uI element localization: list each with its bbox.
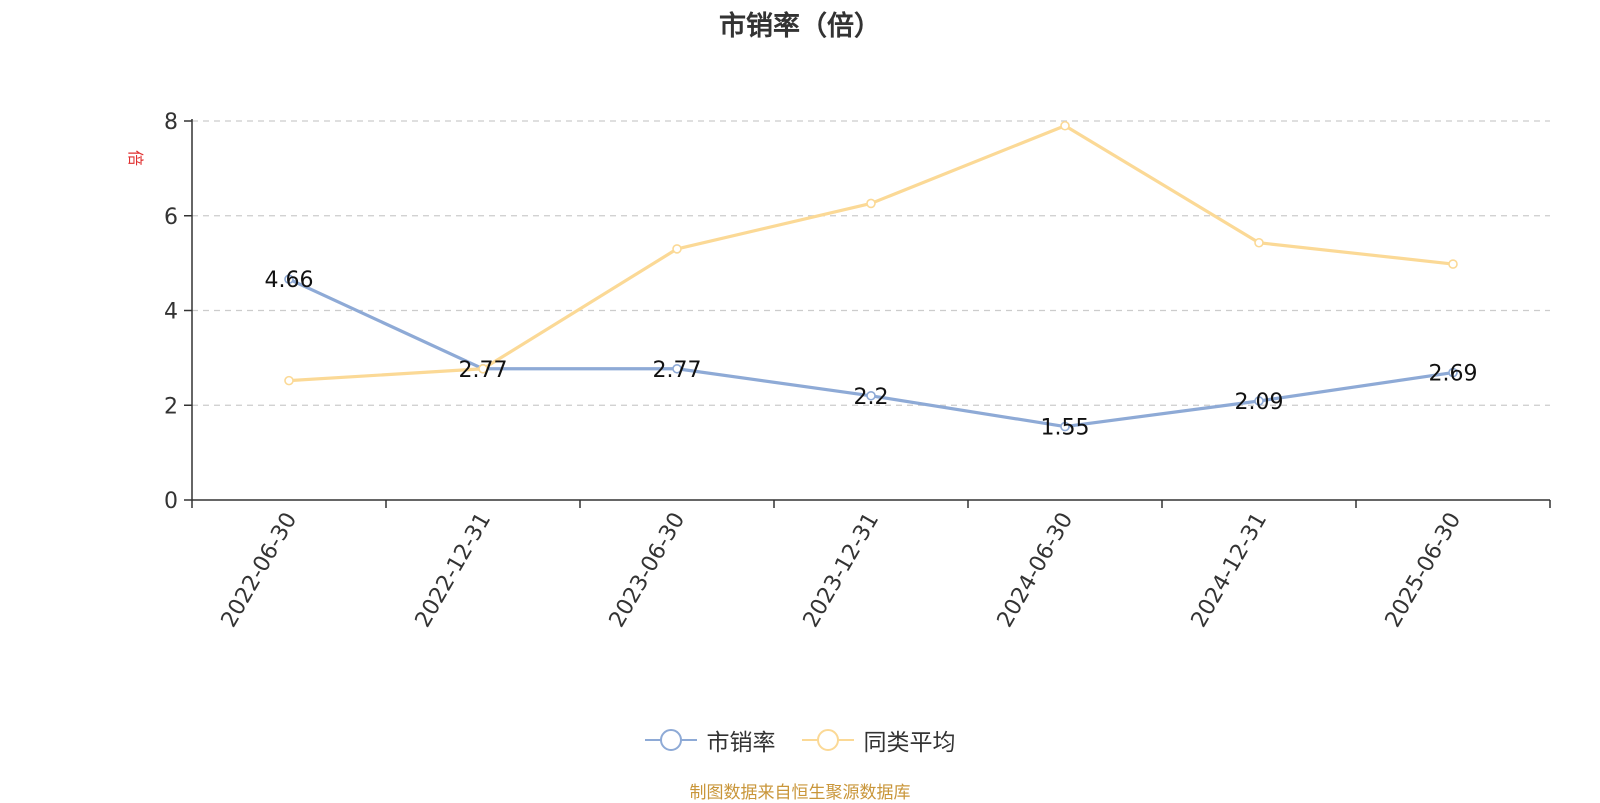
data-source-note: 制图数据来自恒生聚源数据库 <box>689 783 911 803</box>
data-point <box>1254 396 1264 406</box>
data-label: 2.09 <box>1235 390 1284 415</box>
y-tick-label: 8 <box>164 110 178 135</box>
legend-item-pe[interactable]: 市销率 <box>644 723 776 757</box>
data-label: 4.66 <box>265 268 314 293</box>
data-point <box>866 390 876 401</box>
data-labels: 4.66 2.77 2.77 2.2 1.55 2.09 2.69 <box>265 268 1478 440</box>
data-point <box>672 244 682 254</box>
data-point <box>284 274 294 285</box>
data-label: 2.77 <box>459 358 508 383</box>
data-point <box>866 198 876 209</box>
legend-label: 市销率 <box>706 730 776 756</box>
x-tick-label: 2022-12-31 <box>411 509 497 632</box>
grid-lines <box>192 120 1550 406</box>
y-tick-label: 6 <box>164 205 178 230</box>
x-tick-label: 2024-12-31 <box>1187 509 1273 632</box>
legend: 市销率 同类平均 <box>0 723 1600 757</box>
data-label: 2.77 <box>653 358 702 383</box>
y-axis-label: 倍 <box>126 150 145 166</box>
data-point <box>284 375 294 386</box>
y-tick-label: 2 <box>164 394 178 419</box>
data-point <box>1448 259 1458 269</box>
y-tick-label: 0 <box>164 489 178 514</box>
data-label: 1.55 <box>1041 416 1090 441</box>
data-point <box>672 363 682 374</box>
data-point <box>1060 120 1070 131</box>
legend-label: 同类平均 <box>863 730 956 756</box>
data-point <box>1060 421 1070 432</box>
legend-marker-icon <box>801 729 854 751</box>
data-point <box>1448 367 1458 378</box>
x-tick-label: 2022-06-30 <box>217 509 303 632</box>
axes: 0 2 4 6 8 2022-06-30 2022-12-31 2023-06-30 2023-… <box>164 110 1551 632</box>
x-tick-label: 2024-06-30 <box>993 509 1079 632</box>
chart-title: 市销率（倍） <box>719 11 881 42</box>
series-lines <box>284 120 1458 432</box>
legend-item-peer-average[interactable]: 同类平均 <box>801 723 956 757</box>
data-point <box>1254 237 1264 248</box>
series-line-1 <box>288 124 1454 383</box>
y-tick-label: 4 <box>164 300 178 325</box>
x-tick-label: 2025-06-30 <box>1381 509 1467 632</box>
x-tick-label: 2023-12-31 <box>799 509 885 632</box>
x-tick-label: 2023-06-30 <box>605 509 691 632</box>
data-label: 2.69 <box>1429 362 1478 387</box>
data-point <box>478 363 488 374</box>
data-label: 2.2 <box>854 385 889 410</box>
legend-marker-icon <box>644 729 697 751</box>
